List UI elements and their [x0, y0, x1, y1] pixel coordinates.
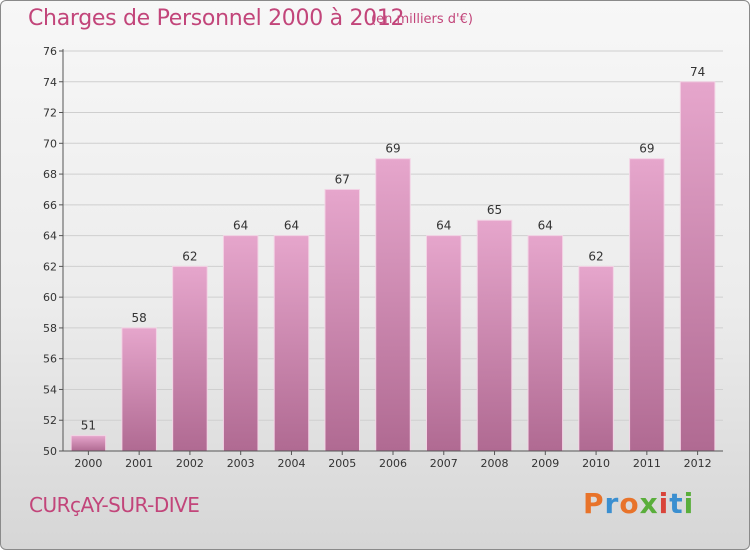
bar-value-label: 58 [132, 311, 147, 325]
bar [476, 219, 513, 452]
bar-value-label: 65 [487, 203, 502, 217]
axes [59, 49, 723, 455]
x-tick-label: 2001 [125, 457, 153, 470]
x-tick-label: 2011 [633, 457, 661, 470]
bar [324, 188, 360, 452]
x-tick-label: 2000 [74, 457, 102, 470]
logo-letter: x [639, 487, 659, 520]
bar [172, 265, 208, 452]
bar-value-label: 62 [182, 249, 197, 263]
chart-title: Charges de Personnel 2000 à 2012 [28, 6, 405, 31]
chart-subtitle: (en milliers d'€) [371, 12, 473, 27]
y-tick-label: 68 [43, 168, 57, 181]
logo-letter: o [619, 487, 640, 520]
y-tick-label: 76 [43, 45, 57, 58]
x-tick-label: 2008 [481, 457, 509, 470]
bars [70, 81, 716, 452]
logo-letter: r [604, 487, 620, 520]
bar-value-label: 64 [436, 219, 451, 233]
x-tick-label: 2004 [277, 457, 305, 470]
y-tick-label: 74 [43, 76, 57, 89]
bar [578, 265, 614, 452]
bar-value-label: 74 [690, 65, 705, 79]
bar-value-label: 69 [639, 142, 654, 156]
bar [629, 158, 665, 452]
y-tick-label: 58 [43, 322, 57, 335]
y-tick-label: 60 [43, 291, 57, 304]
bar [679, 81, 716, 452]
logo-letter: P [583, 487, 605, 520]
x-tick-label: 2002 [176, 457, 204, 470]
x-tick-label: 2006 [379, 457, 407, 470]
y-tick-label: 54 [43, 383, 57, 396]
x-tick-label: 2007 [430, 457, 458, 470]
x-tick-label: 2009 [531, 457, 559, 470]
logo-letter: i [658, 487, 670, 520]
x-tick-label: 2010 [582, 457, 610, 470]
bar [273, 235, 310, 452]
bar-chart: 50 52 54 56 58 60 62 64 66 68 70 72 74 76 51 2000 58 2001… [43, 45, 723, 470]
y-tick-label: 62 [43, 260, 57, 273]
bar [222, 235, 259, 452]
bar-value-label: 51 [81, 419, 96, 433]
bar-value-label: 64 [284, 219, 299, 233]
labels: 50 52 54 56 58 60 62 64 66 68 70 72 74 76 51 2000 58 2001… [43, 45, 712, 470]
bar [70, 435, 107, 452]
x-tick-label: 2005 [328, 457, 356, 470]
bar [121, 327, 157, 452]
y-tick-label: 66 [43, 199, 57, 212]
x-tick-label: 2003 [227, 457, 255, 470]
y-tick-label: 70 [43, 137, 57, 150]
logo-letter: t [669, 487, 684, 520]
bar-value-label: 69 [385, 142, 400, 156]
y-tick-label: 56 [43, 353, 57, 366]
proxiti-logo: Proxiti [583, 487, 694, 520]
bar-value-label: 64 [538, 219, 553, 233]
bar [375, 158, 411, 452]
logo-letter: i [683, 487, 695, 520]
x-tick-label: 2012 [684, 457, 712, 470]
bar-value-label: 62 [588, 249, 603, 263]
bar [426, 235, 462, 452]
y-tick-label: 50 [43, 445, 57, 458]
y-tick-label: 72 [43, 107, 57, 120]
bar-value-label: 64 [233, 219, 248, 233]
place-name: CURçAY-SUR-DIVE [29, 493, 200, 517]
y-tick-label: 64 [43, 230, 57, 243]
bar [527, 235, 564, 452]
bar-value-label: 67 [335, 172, 350, 186]
y-tick-label: 52 [43, 414, 57, 427]
